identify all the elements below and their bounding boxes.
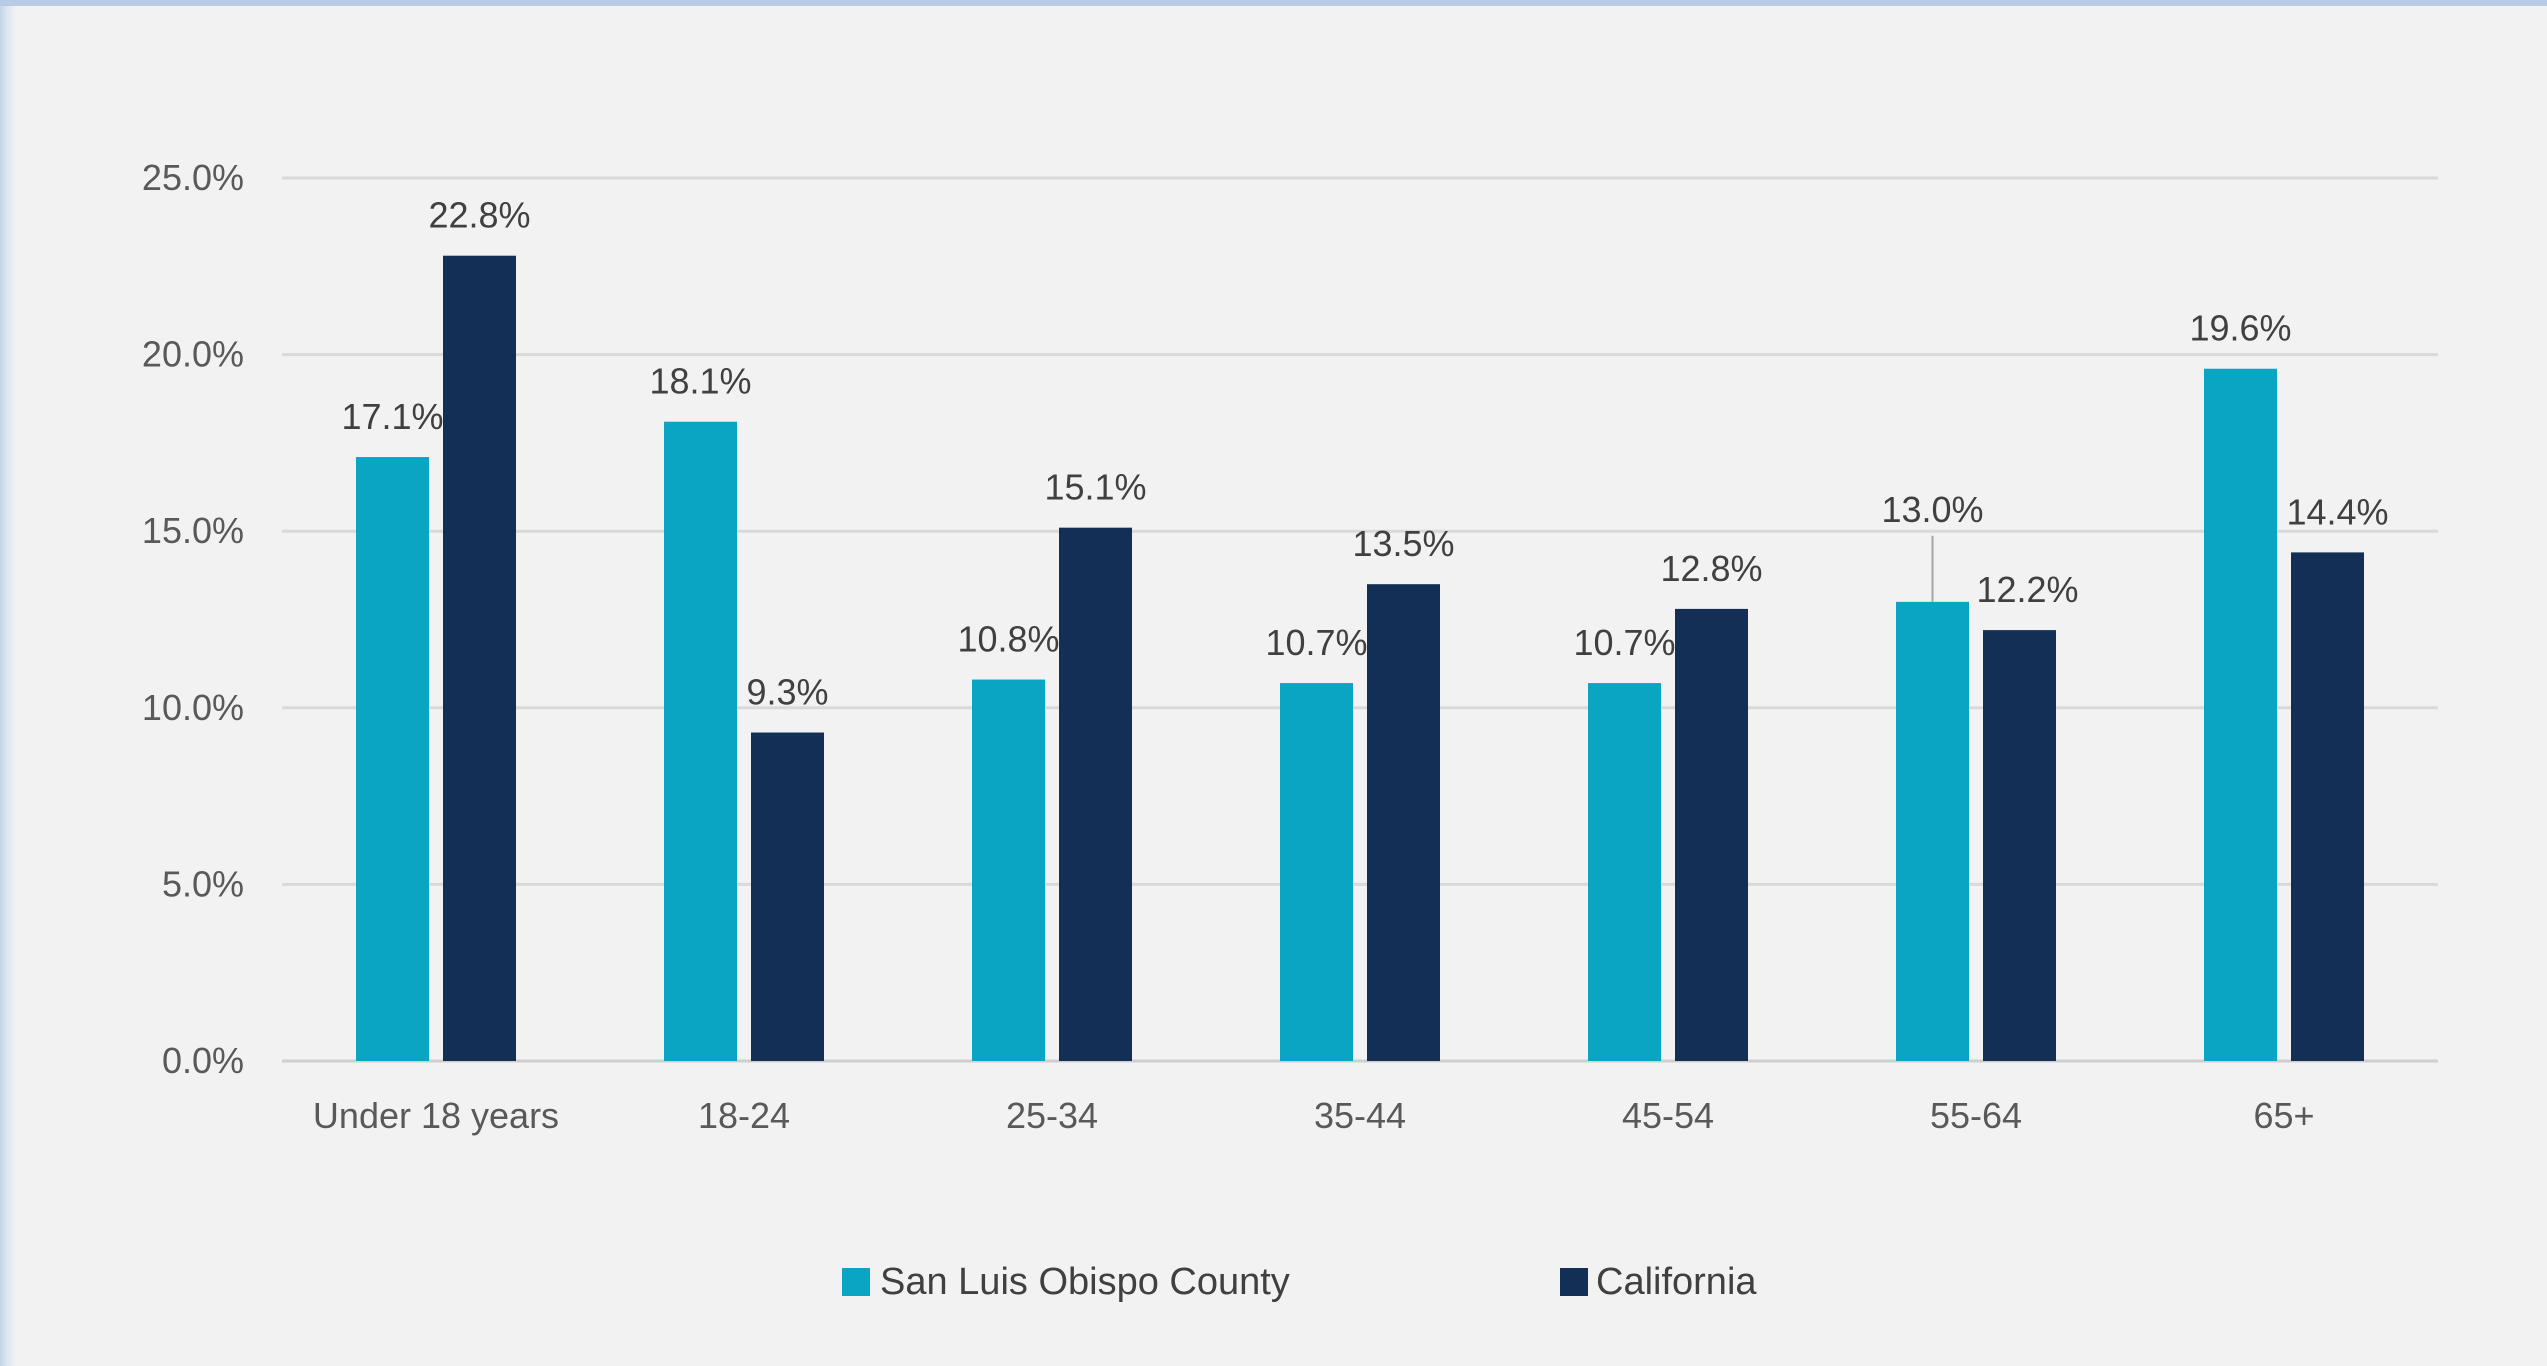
x-category-label: 18-24 (698, 1095, 790, 1136)
data-label: 22.8% (428, 195, 530, 236)
x-category-label: 55-64 (1930, 1095, 2022, 1136)
window-top-border (0, 0, 2547, 6)
bar-california (1059, 527, 1132, 1061)
data-label: 10.7% (1573, 622, 1675, 663)
y-tick-label: 25.0% (142, 157, 244, 198)
legend-label: San Luis Obispo County (880, 1261, 1290, 1303)
x-category-label: 35-44 (1314, 1095, 1406, 1136)
data-label: 9.3% (746, 672, 828, 713)
data-label: 17.1% (341, 396, 443, 437)
bar-california (443, 255, 516, 1062)
y-tick-label: 10.0% (142, 687, 244, 728)
bar-slo-county (972, 679, 1045, 1061)
bar-slo-county (1896, 601, 1969, 1061)
x-category-label: 25-34 (1006, 1095, 1098, 1136)
legend-swatch (1560, 1268, 1588, 1296)
data-label: 18.1% (649, 361, 751, 402)
x-category-label: 65+ (2253, 1095, 2314, 1136)
data-label: 10.8% (957, 619, 1059, 660)
bar-slo-county (664, 421, 737, 1061)
bar-slo-county (1280, 683, 1353, 1061)
data-label: 12.2% (1976, 569, 2078, 610)
legend: San Luis Obispo County California (842, 1261, 1757, 1303)
legend-label: California (1596, 1261, 1757, 1303)
y-axis-ticks: 0.0% 5.0% 10.0% 15.0% 20.0% 25.0% (142, 157, 244, 1081)
data-label: 13.0% (1881, 489, 1983, 530)
x-axis-categories: Under 18 years 18-24 25-34 35-44 45-54 55-64 6… (313, 1095, 2315, 1136)
bar-california (1675, 608, 1748, 1061)
bars (356, 255, 2364, 1062)
y-tick-label: 15.0% (142, 510, 244, 551)
bar-california (751, 732, 824, 1061)
x-category-label: 45-54 (1622, 1095, 1714, 1136)
bar-california (1367, 584, 1440, 1061)
data-label: 14.4% (2286, 491, 2388, 532)
legend-swatch (842, 1268, 870, 1296)
bar-slo-county (2204, 368, 2277, 1061)
data-label: 13.5% (1352, 523, 1454, 564)
data-label: 12.8% (1660, 548, 1762, 589)
bar-california (1983, 630, 2056, 1061)
data-label: 10.7% (1265, 622, 1367, 663)
gridlines (282, 176, 2438, 1063)
y-tick-label: 0.0% (162, 1040, 244, 1081)
data-labels: 17.1% 22.8% 18.1% 9.3% 10.8% 15.1% 10.7% 13.5% 1… (341, 195, 2388, 713)
bar-california (2291, 552, 2364, 1061)
data-label: 19.6% (2189, 308, 2291, 349)
data-label: 15.1% (1044, 467, 1146, 508)
bar-slo-county (1588, 683, 1661, 1061)
x-category-label: Under 18 years (313, 1095, 559, 1136)
bar-slo-county (356, 457, 429, 1061)
y-tick-label: 5.0% (162, 863, 244, 904)
y-tick-label: 20.0% (142, 334, 244, 375)
